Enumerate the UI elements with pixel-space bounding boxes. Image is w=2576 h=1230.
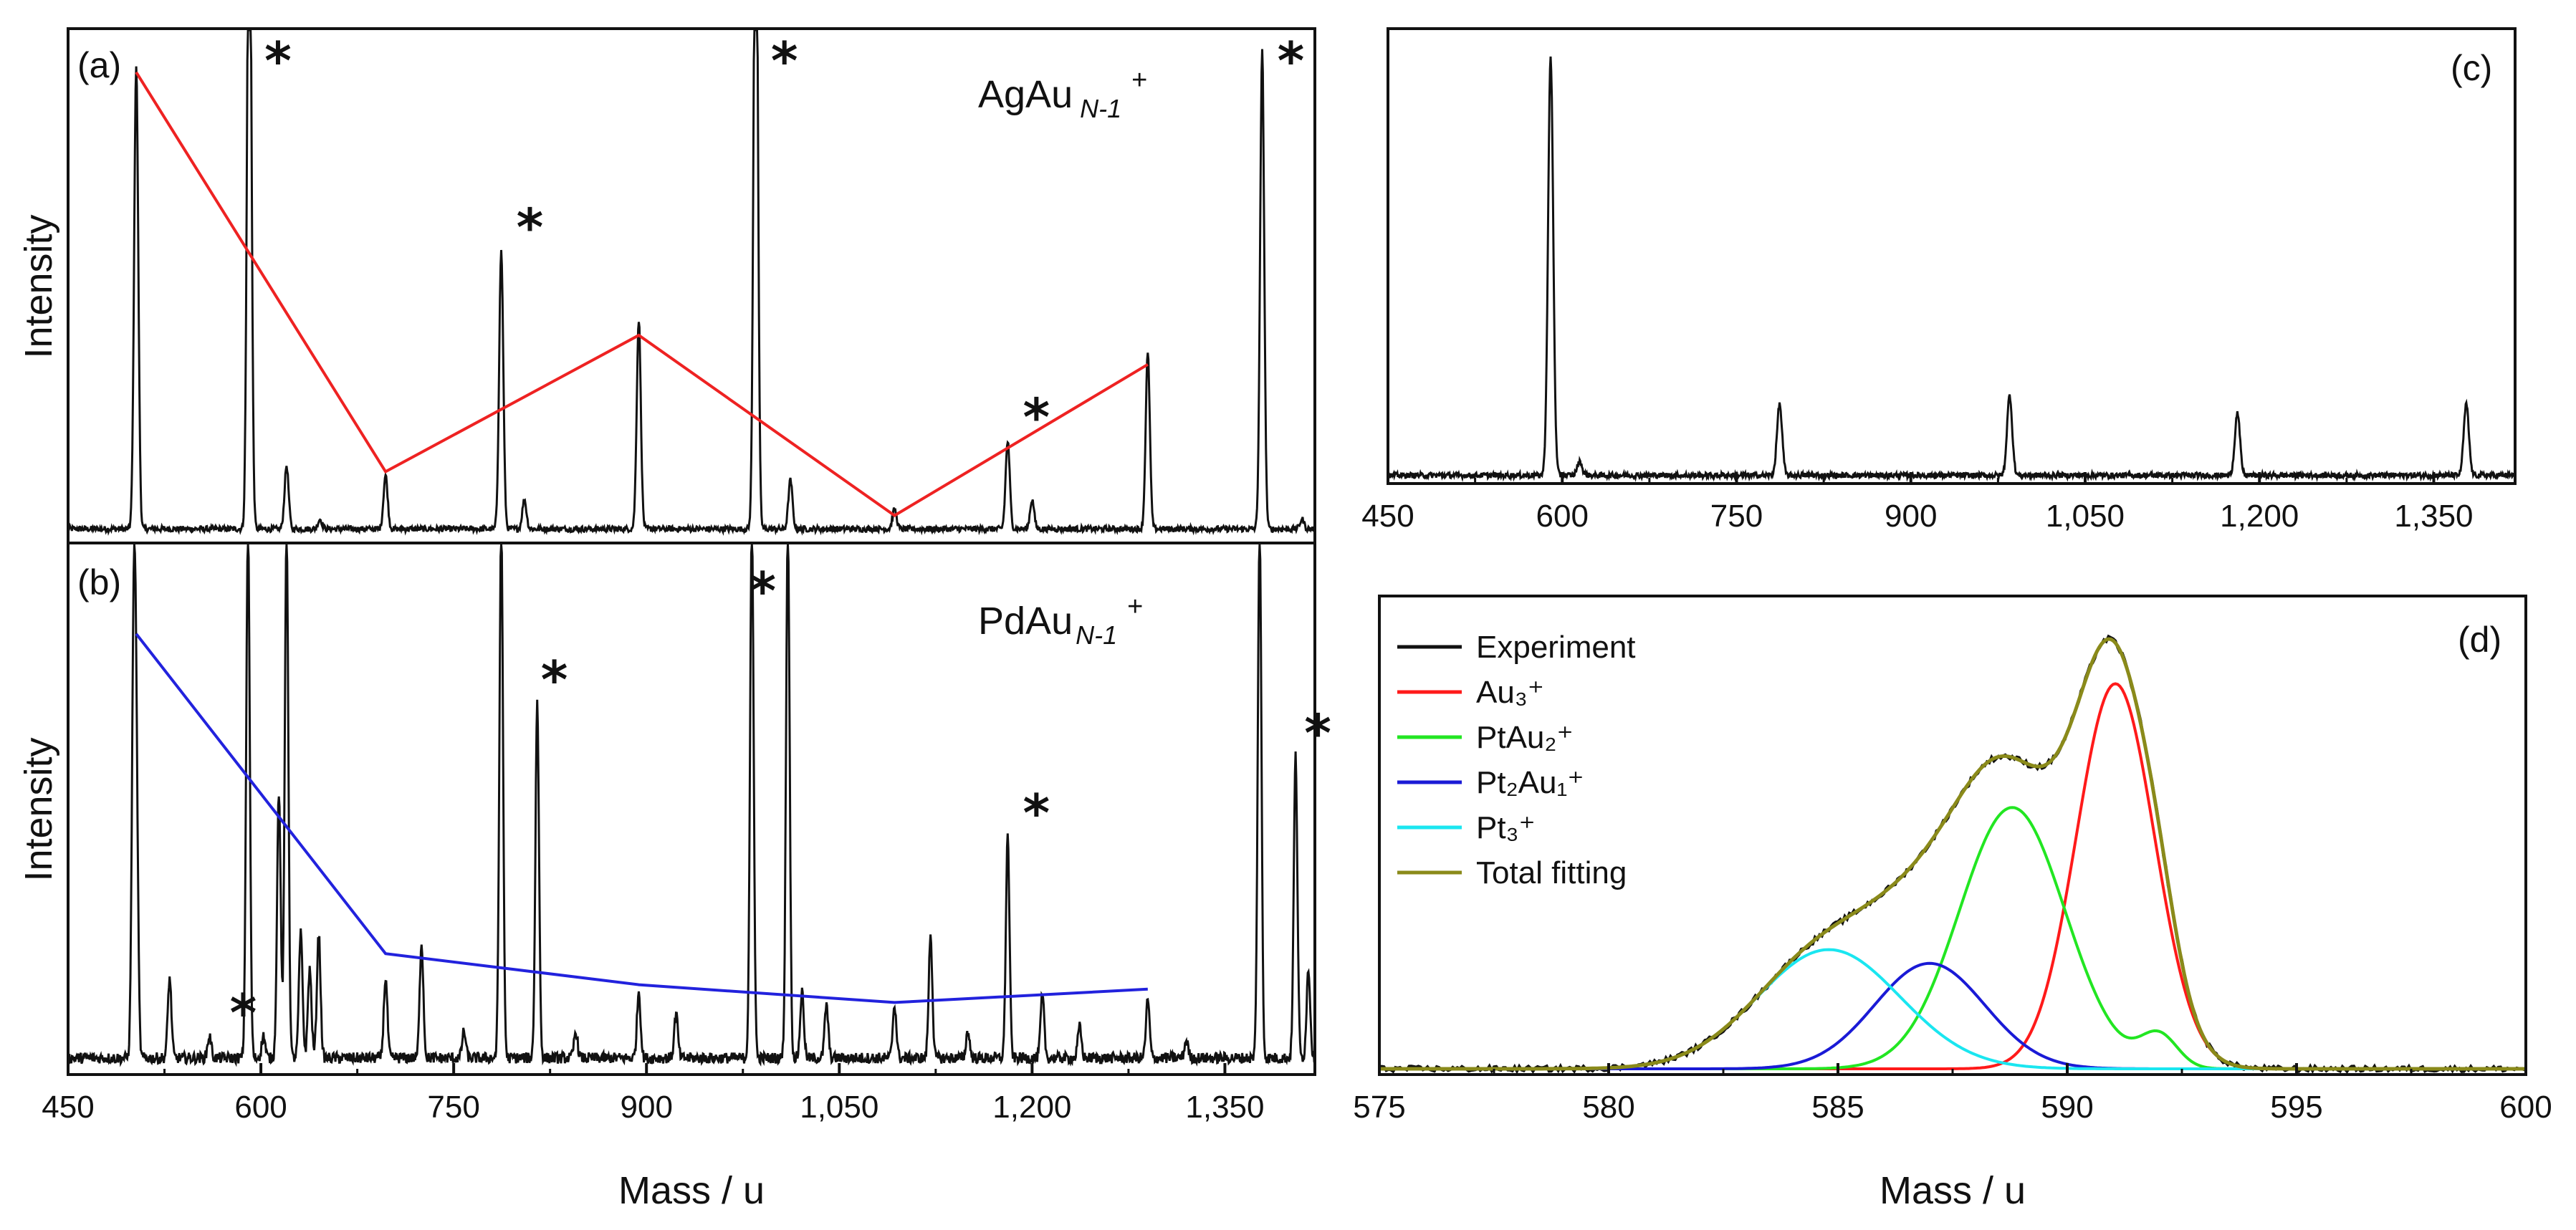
panel-b: * * * * * (b) PdAu N-1 + Intensity 450 600 750 90… xyxy=(17,542,1331,1212)
component-line xyxy=(1379,961,2526,1070)
panel-b-title: PdAu N-1 + xyxy=(978,592,1143,650)
panel-d-xlabel: Mass / u xyxy=(1880,1169,2026,1212)
x-tick-label: 575 xyxy=(1353,1090,1405,1125)
star-marker: * xyxy=(1023,783,1050,843)
title-a-sup: + xyxy=(1131,65,1147,95)
star-marker: * xyxy=(749,561,776,621)
x-tick-label: 1,050 xyxy=(800,1090,878,1125)
panel-c-xaxis: 450 600 750 900 1,050 1,200 1,350 xyxy=(1361,472,2474,534)
panel-b-letter: (b) xyxy=(77,562,121,602)
star-marker: * xyxy=(771,31,798,91)
x-tick-label: 1,200 xyxy=(992,1090,1071,1125)
title-a-main: AgAu xyxy=(978,73,1073,116)
x-tick-label: 600 xyxy=(1536,499,1589,534)
star-marker: * xyxy=(1278,31,1305,91)
star-marker: * xyxy=(541,650,568,710)
legend-label: Experiment xyxy=(1476,630,1636,665)
panel-a-frame xyxy=(67,27,1316,544)
panel-d-legend: Experiment Au₃⁺ PtAu₂⁺ Pt₂Au₁⁺ Pt₃⁺ Total fit… xyxy=(1397,630,1636,890)
trend-line xyxy=(135,633,1148,1004)
x-tick-label: 1,350 xyxy=(1185,1090,1264,1125)
x-tick-label: 750 xyxy=(427,1090,479,1125)
x-tick-label: 600 xyxy=(2499,1090,2552,1125)
panel-c-frame xyxy=(1387,27,2517,485)
x-tick-label: 580 xyxy=(1582,1090,1634,1125)
legend-label: Total fitting xyxy=(1476,855,1627,890)
panel-d-xaxis: 575 580 585 590 595 600 xyxy=(1353,1063,2552,1125)
x-tick-label: 450 xyxy=(1361,499,1414,534)
mass-spectrum-line xyxy=(1387,56,2517,483)
panel-a-title: AgAu N-1 + xyxy=(978,65,1147,123)
panel-b-xlabel: Mass / u xyxy=(618,1169,765,1212)
trend-line xyxy=(135,71,1149,517)
x-tick-label: 590 xyxy=(2041,1090,2093,1125)
title-b-sup: + xyxy=(1127,592,1143,622)
star-marker: * xyxy=(230,983,257,1043)
star-marker: * xyxy=(264,31,292,91)
panel-d-plot xyxy=(1378,634,2527,1075)
x-tick-label: 585 xyxy=(1811,1090,1864,1125)
panel-d-frame xyxy=(1378,595,2527,1076)
panel-b-ylabel: Intensity xyxy=(17,737,60,881)
panel-a-plot: * * * * * xyxy=(67,29,1316,537)
panel-c: (c) 450 600 750 900 1,050 1,200 1,350 xyxy=(1361,27,2517,534)
title-b-main: PdAu xyxy=(978,600,1073,643)
component-line xyxy=(1379,948,2526,1070)
x-tick-label: 1,350 xyxy=(2394,499,2473,534)
total-fitting-line xyxy=(1379,637,2526,1071)
mass-spectrum-line xyxy=(67,29,1316,537)
star-marker: * xyxy=(1023,388,1050,448)
x-tick-label: 1,050 xyxy=(2046,499,2125,534)
legend-label: Au₃⁺ xyxy=(1476,675,1544,710)
panel-d-letter: (d) xyxy=(2458,620,2501,660)
panel-a-letter: (a) xyxy=(77,45,121,85)
panel-c-letter: (c) xyxy=(2451,48,2492,88)
x-tick-label: 1,200 xyxy=(2220,499,2299,534)
experiment-line xyxy=(1378,634,2527,1075)
legend-label: PtAu₂⁺ xyxy=(1476,720,1574,755)
x-tick-label: 900 xyxy=(1885,499,1937,534)
mass-spectrum-line xyxy=(67,544,1316,1067)
x-tick-label: 600 xyxy=(234,1090,287,1125)
panel-b-xaxis: 450 600 750 900 1,050 1,200 1,350 xyxy=(42,1063,1264,1125)
panel-d: (d) Experiment Au₃⁺ PtAu₂⁺ Pt₂Au₁⁺ Pt₃⁺ Total… xyxy=(1353,595,2552,1212)
panel-a-ylabel: Intensity xyxy=(17,214,60,358)
title-a-sub: N-1 xyxy=(1080,94,1121,123)
x-tick-label: 900 xyxy=(621,1090,673,1125)
title-b-sub: N-1 xyxy=(1076,620,1117,650)
panel-a: * * * * * (a) AgAu N-1 + Intensity xyxy=(17,27,1316,544)
star-marker: * xyxy=(517,197,544,257)
star-marker: * xyxy=(1304,703,1331,763)
x-tick-label: 450 xyxy=(42,1090,94,1125)
legend-label: Pt₃⁺ xyxy=(1476,810,1536,845)
panel-c-plot xyxy=(1387,56,2517,483)
panel-b-plot: * * * * * xyxy=(67,544,1331,1067)
x-tick-label: 595 xyxy=(2270,1090,2322,1125)
x-tick-label: 750 xyxy=(1710,499,1763,534)
component-line xyxy=(1379,806,2526,1070)
legend-label: Pt₂Au₁⁺ xyxy=(1476,765,1584,800)
panel-b-frame xyxy=(67,542,1316,1076)
